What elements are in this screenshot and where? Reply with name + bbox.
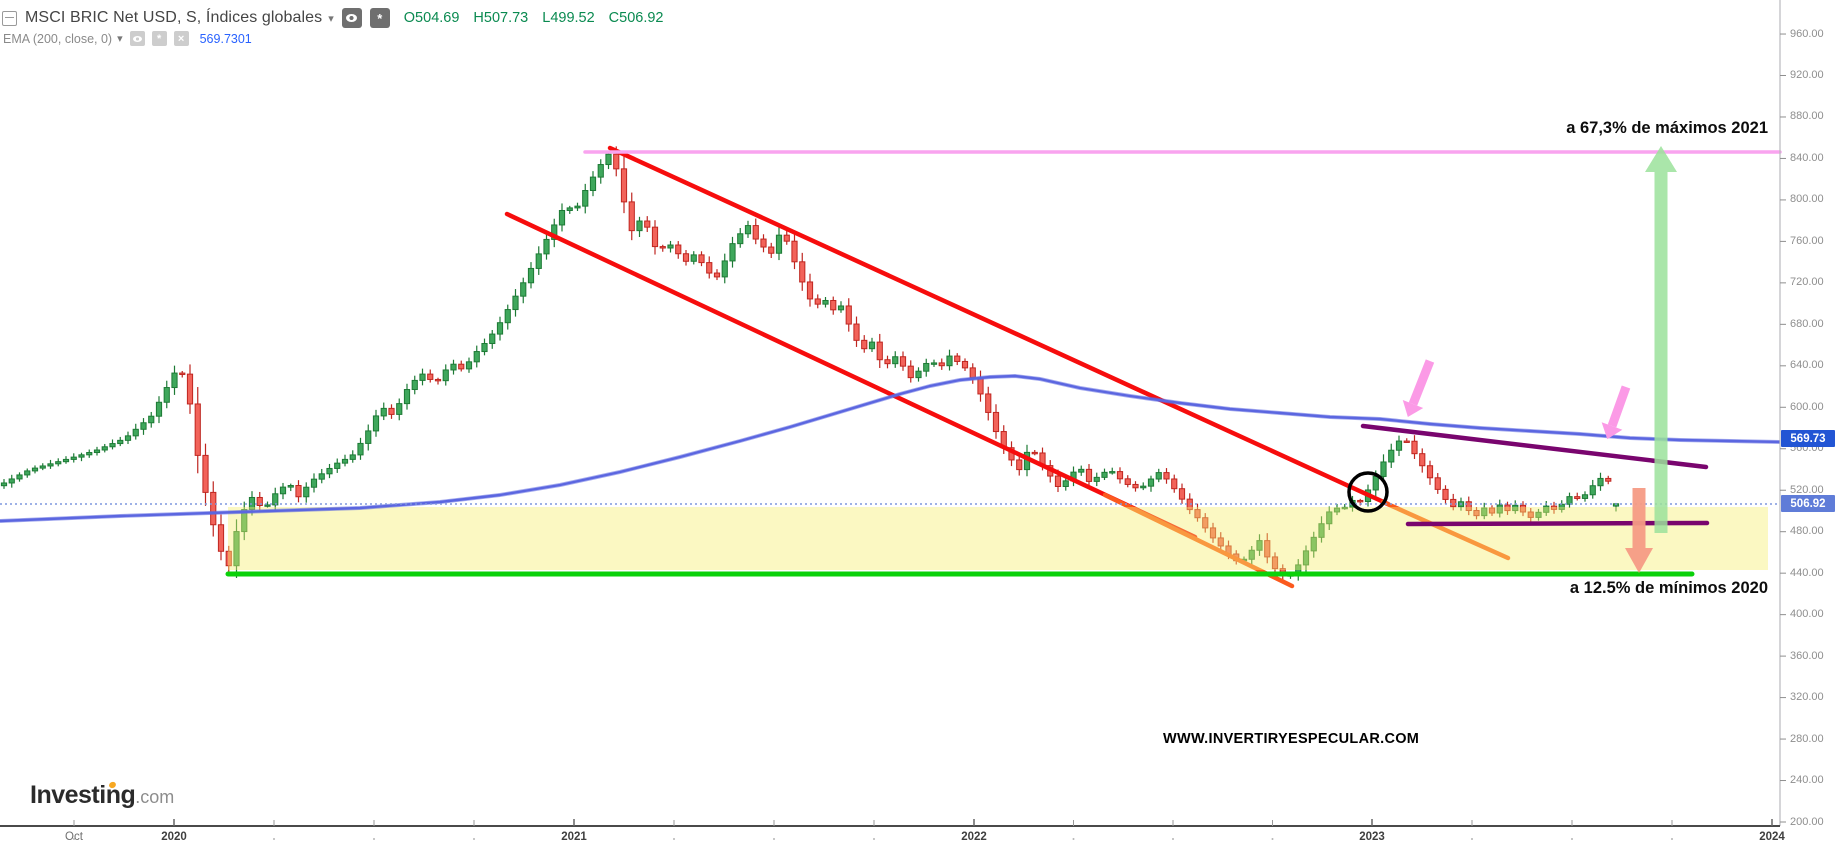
time-tick-label: 2023: [1359, 831, 1385, 843]
watermark: WWW.INVERTIRYESPECULAR.COM: [1163, 731, 1420, 747]
symbol-legend-row: MSCI BRIC Net USD, S, Índices globales ▾…: [2, 8, 664, 28]
price-tick-label: 400.00: [1790, 608, 1824, 621]
candles-layer: [0, 146, 1620, 581]
price-tick-label: 920.00: [1790, 69, 1824, 81]
eye-icon[interactable]: [341, 8, 362, 28]
investing-logo: Investing.com: [30, 780, 175, 810]
ohlc-readout: O504.69 H507.73 L499.52 C506.92: [404, 10, 664, 26]
max-annotation: a 67,3% de máximos 2021: [1566, 119, 1768, 137]
time-tick-label: 2024: [1759, 831, 1785, 843]
price-tick-label: 800.00: [1790, 193, 1824, 206]
price-tick-label: 880.00: [1790, 110, 1824, 123]
price-tick-label: 200.00: [1790, 815, 1824, 828]
price-tick-label: 520.00: [1790, 483, 1824, 496]
price-tick-label: 440.00: [1790, 566, 1824, 579]
logo-text: Investing: [30, 781, 136, 809]
price-tick-label: 600.00: [1790, 400, 1824, 413]
price-badge: 569.73: [1781, 430, 1835, 448]
price-tick-label: 680.00: [1790, 317, 1824, 330]
low-value: L499.52: [542, 10, 595, 26]
price-tick-label: 760.00: [1790, 234, 1824, 247]
high-value: H507.73: [473, 10, 529, 26]
time-tick-label: 2022: [961, 831, 987, 843]
price-tick-label: 280.00: [1790, 732, 1824, 745]
collapse-icon[interactable]: [2, 10, 17, 26]
arrows-layer: [1402, 146, 1677, 573]
ema-line: [0, 374, 1781, 523]
price-tick-label: 640.00: [1790, 359, 1824, 372]
min-annotation: a 12.5% de mínimos 2020: [1569, 579, 1768, 597]
trendlines-layer: [504, 145, 1511, 589]
price-tick-label: 240.00: [1790, 774, 1824, 787]
axis-lines: [0, 0, 1786, 840]
price-tick-label: 840.00: [1790, 151, 1824, 164]
yellow-zone-layer: [228, 507, 1768, 570]
price-badge: 506.92: [1781, 495, 1835, 513]
price-tick-label: 720.00: [1790, 276, 1824, 289]
time-tick-label: 2020: [161, 831, 187, 843]
close-value: C506.92: [608, 10, 664, 26]
gear-icon[interactable]: *: [369, 8, 390, 28]
time-tick-label: Oct: [65, 831, 83, 843]
logo-tld: .com: [135, 787, 175, 807]
indicator-close-icon[interactable]: ×: [173, 31, 189, 46]
price-tick-label: 320.00: [1790, 691, 1824, 704]
indicator-eye-icon[interactable]: [129, 31, 145, 46]
price-tick-label: 360.00: [1790, 649, 1824, 662]
indicator-legend-row: EMA (200, close, 0) ▾ * × 569.7301: [3, 31, 252, 46]
open-value: O504.69: [403, 10, 460, 26]
indicator-gear-icon[interactable]: *: [151, 31, 167, 46]
indicator-value: 569.7301: [199, 31, 252, 46]
symbol-title: MSCI BRIC Net USD, S, Índices globales: [25, 9, 323, 26]
time-tick-label: 2021: [561, 831, 587, 843]
symbol-dropdown-caret[interactable]: ▾: [328, 12, 334, 25]
price-tick-label: 480.00: [1790, 525, 1824, 538]
levels-layer: [0, 150, 1782, 577]
highlight-circle: [1347, 471, 1389, 513]
price-tick-label: 960.00: [1790, 27, 1824, 40]
indicator-label: EMA (200, close, 0): [3, 31, 113, 46]
indicator-dropdown-caret[interactable]: ▾: [117, 33, 123, 45]
